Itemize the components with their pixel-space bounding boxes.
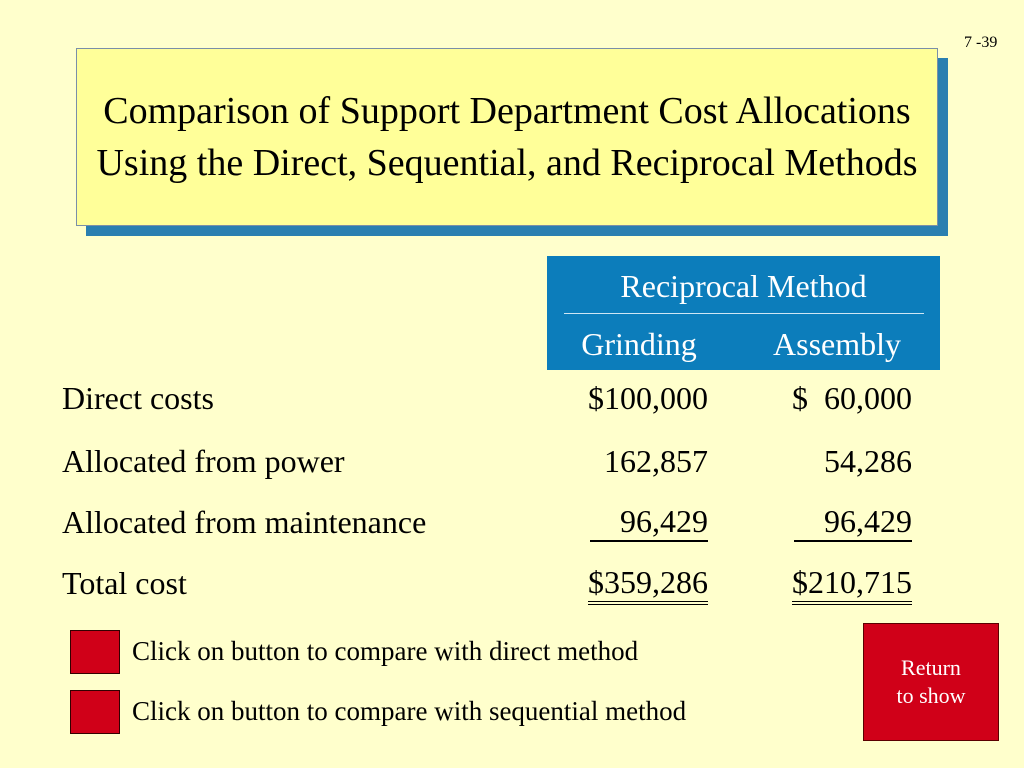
grinding-value: 96,429 <box>590 502 708 542</box>
assembly-value: $ 60,000 <box>792 380 912 416</box>
compare-direct-button[interactable] <box>70 630 120 674</box>
assembly-value: $210,715 <box>792 563 912 605</box>
row-label: Allocated from maintenance <box>62 504 427 540</box>
table-row: Total cost $359,286 $210,715 <box>0 563 1024 605</box>
grinding-value: $100,000 <box>588 380 708 416</box>
table-row: Allocated from maintenance 96,429 96,429 <box>0 502 1024 542</box>
row-label: Total cost <box>62 565 187 601</box>
slide-number: 7 -39 <box>964 34 998 51</box>
column-header-assembly: Assembly <box>773 326 901 362</box>
table-row: Allocated from power 162,857 54,286 <box>0 441 1024 481</box>
return-to-show-button[interactable]: Return to show <box>863 623 999 741</box>
table-row: Direct costs $100,000 $ 60,000 <box>0 378 1024 418</box>
return-label: Return <box>901 655 961 680</box>
to-show-label: to show <box>896 683 966 708</box>
compare-sequential-button[interactable] <box>70 690 120 734</box>
grinding-value: 162,857 <box>604 443 708 479</box>
title-box: Comparison of Support Department Cost Al… <box>76 48 938 226</box>
assembly-value: 96,429 <box>794 502 912 542</box>
table-header: Reciprocal Method Grinding Assembly <box>547 256 940 370</box>
column-header-grinding: Grinding <box>581 326 697 362</box>
method-title: Reciprocal Method <box>620 268 867 304</box>
row-label: Allocated from power <box>62 443 345 479</box>
slide-title: Comparison of Support Department Cost Al… <box>96 90 918 184</box>
row-label: Direct costs <box>62 380 214 416</box>
compare-direct-label: Click on button to compare with direct m… <box>132 636 639 666</box>
assembly-value: 54,286 <box>824 443 912 479</box>
grinding-value: $359,286 <box>588 563 708 605</box>
header-divider <box>564 313 924 314</box>
compare-sequential-label: Click on button to compare with sequenti… <box>132 696 687 726</box>
